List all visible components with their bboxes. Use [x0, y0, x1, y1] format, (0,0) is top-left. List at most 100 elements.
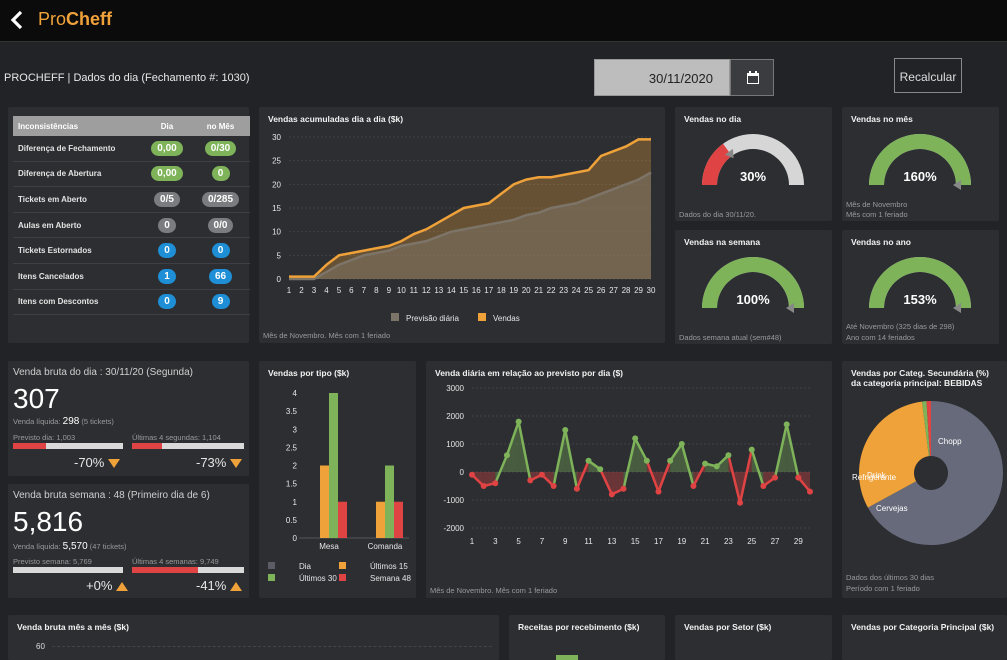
pie-label: Drink — [867, 471, 887, 480]
segment-line — [750, 449, 765, 487]
legend-label: Últimos 15 — [370, 562, 408, 571]
date-input[interactable]: 30/11/2020 — [594, 59, 730, 96]
calendar-button[interactable] — [730, 59, 774, 96]
back-arrow-icon[interactable] — [8, 9, 26, 31]
status-badge: 9 — [211, 294, 230, 310]
x-tick-label: 27 — [771, 537, 780, 546]
x-tick-label: 1 — [287, 286, 292, 295]
segment-line — [680, 443, 695, 487]
data-point — [550, 483, 557, 489]
data-point — [538, 471, 545, 478]
x-tick-label: 14 — [447, 286, 456, 295]
x-tick-label: 10 — [397, 286, 406, 295]
gauge-vendas-dia: Vendas no dia 30% Dados do dia 30/11/20. — [675, 107, 832, 221]
x-tick-label: 24 — [572, 286, 581, 295]
x-tick-label: 15 — [631, 537, 640, 546]
y-tick-label: 3.5 — [286, 407, 298, 416]
data-point — [503, 452, 510, 459]
y-tick-label: 1 — [293, 498, 298, 507]
gauge-value: 30% — [740, 169, 766, 184]
recalculate-button[interactable]: Recalcular — [894, 58, 962, 93]
data-point — [597, 466, 604, 473]
y-tick-label: 2000 — [446, 412, 464, 421]
x-tick-label: 21 — [534, 286, 543, 295]
x-tick-label: 21 — [701, 537, 710, 546]
y-tick-label: 30 — [272, 133, 281, 142]
x-tick-label: 2 — [299, 286, 304, 295]
progress-bar-previsto-dia — [13, 443, 123, 449]
vendas-por-setor-panel: Vendas por Setor ($k) — [675, 615, 832, 660]
segment-line — [575, 460, 590, 490]
venda-semana-value: 5,816 — [13, 506, 84, 537]
segment-fill — [786, 424, 799, 478]
bar-Mesa-1 — [320, 465, 329, 538]
series-line-1 — [289, 138, 651, 278]
pie-slice-Cervejas — [859, 401, 929, 508]
segment-line — [669, 443, 683, 462]
status-badge: 0/5 — [154, 191, 180, 207]
y-tick-label: -2000 — [444, 524, 465, 533]
pie-slice-Chopp — [867, 401, 1003, 545]
segment-line — [622, 438, 637, 490]
y-tick-label: 2.5 — [286, 443, 298, 452]
data-point — [469, 471, 475, 478]
segment-line — [564, 429, 579, 490]
progress-bar-ultimas-semana — [132, 567, 244, 573]
x-tick-label: 16 — [472, 286, 481, 295]
status-badge: 0,00 — [151, 140, 183, 156]
data-point — [772, 474, 779, 481]
accumulated-sales-title: Vendas acumuladas dia a dia ($k) — [268, 114, 404, 124]
progress-bar-previsto-semana — [13, 567, 123, 573]
inconsistencies-panel: Inconsistências Dia no Mês Diferença de … — [8, 107, 250, 343]
segment-line — [797, 476, 811, 493]
segment-line — [517, 421, 532, 481]
up-arrow-icon — [230, 582, 243, 592]
legend-swatch — [268, 562, 275, 569]
status-badge: 0 — [158, 243, 176, 259]
y-tick-label: 1.5 — [286, 480, 298, 489]
legend-swatch — [268, 574, 275, 581]
data-point — [620, 485, 627, 492]
x-tick-label: 20 — [522, 286, 531, 295]
gauge-fill — [869, 133, 971, 185]
legend-label: Vendas — [493, 314, 520, 323]
x-tick-label: 1 — [470, 537, 475, 546]
data-point — [492, 480, 499, 487]
gauge-vendas-ano-chart: 153% — [869, 256, 971, 313]
x-tick-label: 15 — [459, 286, 468, 295]
segment-fill — [506, 421, 519, 472]
gauge-needle — [786, 303, 794, 313]
venda-dia-value: 307 — [13, 383, 60, 414]
status-badge: 0 — [211, 243, 230, 259]
y-tick-label: 1000 — [446, 440, 464, 449]
segment-line — [773, 424, 788, 478]
venda-mes-a-mes-panel: Venda bruta mês a mês ($k) 60 — [8, 615, 499, 660]
legend-label: Semana 48 — [370, 574, 411, 583]
status-badge: 66 — [208, 268, 233, 284]
table-header: Inconsistências Dia no Mês — [13, 116, 250, 136]
x-tick-label: 7 — [362, 286, 367, 295]
y-tick-label: 0 — [293, 534, 298, 543]
y-tick-label: 20 — [272, 180, 281, 189]
accumulated-sales-footer: Mês de Novembro. Mês com 1 feriado — [263, 331, 391, 340]
pie-label: Cervejas — [876, 504, 908, 513]
category-label: Comanda — [368, 542, 403, 551]
legend-label: Dia — [299, 562, 312, 571]
top-bar: ProCheff — [0, 0, 1007, 42]
series-line-0 — [289, 171, 652, 281]
categoria-secundaria-panel: Vendas por Categ. Secundária (%) da cate… — [842, 361, 1007, 598]
down-arrow-icon — [108, 459, 121, 469]
segment-line — [692, 463, 707, 487]
data-point — [632, 435, 639, 442]
segment-line — [599, 468, 613, 495]
x-tick-label: 29 — [794, 537, 803, 546]
x-tick-label: 9 — [387, 286, 392, 295]
table-row: Itens Cancelados 1 66 — [13, 264, 250, 290]
y-tick-label: 3 — [293, 425, 298, 434]
progress-bar-ultimas-dia — [132, 443, 244, 449]
x-tick-label: 11 — [584, 537, 593, 546]
gauge-value: 100% — [736, 292, 770, 307]
status-badge: 0 — [158, 217, 176, 233]
